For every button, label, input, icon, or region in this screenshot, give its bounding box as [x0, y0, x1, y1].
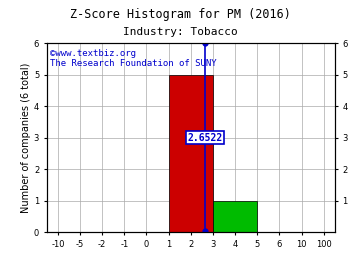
Text: Industry: Tobacco: Industry: Tobacco [123, 27, 237, 37]
Bar [213, 201, 257, 232]
Text: Z-Score Histogram for PM (2016): Z-Score Histogram for PM (2016) [69, 8, 291, 21]
Text: ©www.textbiz.org
The Research Foundation of SUNY: ©www.textbiz.org The Research Foundation… [50, 49, 216, 68]
Bar [168, 75, 213, 232]
Y-axis label: Number of companies (6 total): Number of companies (6 total) [21, 63, 31, 213]
Text: 2.6522: 2.6522 [188, 133, 223, 143]
